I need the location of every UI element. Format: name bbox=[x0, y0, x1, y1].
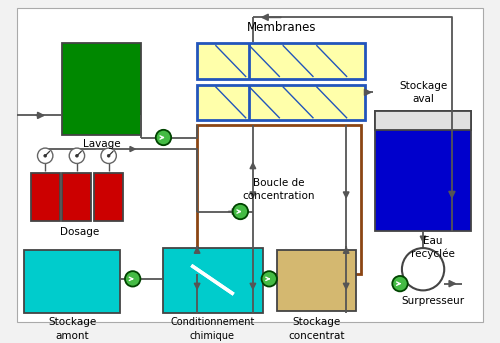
Bar bbox=[94, 173, 123, 221]
Circle shape bbox=[156, 130, 171, 145]
Text: Lavage: Lavage bbox=[83, 139, 120, 150]
Text: Surpresseur: Surpresseur bbox=[401, 296, 464, 306]
Circle shape bbox=[101, 148, 116, 164]
Bar bbox=[24, 250, 120, 312]
Circle shape bbox=[262, 271, 277, 286]
Bar bbox=[197, 85, 366, 120]
Text: Stockage
aval: Stockage aval bbox=[399, 81, 447, 104]
Text: Conditionnement
chimique: Conditionnement chimique bbox=[170, 317, 254, 341]
Text: Dosage: Dosage bbox=[60, 227, 100, 237]
Bar bbox=[62, 43, 142, 134]
Text: Boucle de
concentration: Boucle de concentration bbox=[242, 178, 315, 201]
Bar bbox=[164, 248, 262, 312]
Bar bbox=[277, 250, 356, 310]
Circle shape bbox=[232, 204, 248, 219]
Circle shape bbox=[392, 276, 407, 291]
Circle shape bbox=[76, 154, 78, 157]
Circle shape bbox=[38, 148, 53, 164]
Circle shape bbox=[44, 154, 46, 157]
Text: Stockage
amont: Stockage amont bbox=[48, 317, 96, 341]
Bar bbox=[197, 125, 360, 274]
Circle shape bbox=[69, 148, 84, 164]
Bar bbox=[31, 173, 60, 221]
Bar bbox=[62, 173, 92, 221]
Bar bbox=[375, 110, 471, 130]
Bar bbox=[197, 43, 366, 79]
Circle shape bbox=[402, 248, 444, 291]
Circle shape bbox=[108, 154, 110, 157]
Text: Membranes: Membranes bbox=[246, 21, 316, 34]
Circle shape bbox=[125, 271, 140, 286]
Text: Eau
recyclée: Eau recyclée bbox=[411, 236, 455, 259]
Bar bbox=[375, 110, 471, 231]
Text: Stockage
concentrat: Stockage concentrat bbox=[288, 317, 344, 341]
